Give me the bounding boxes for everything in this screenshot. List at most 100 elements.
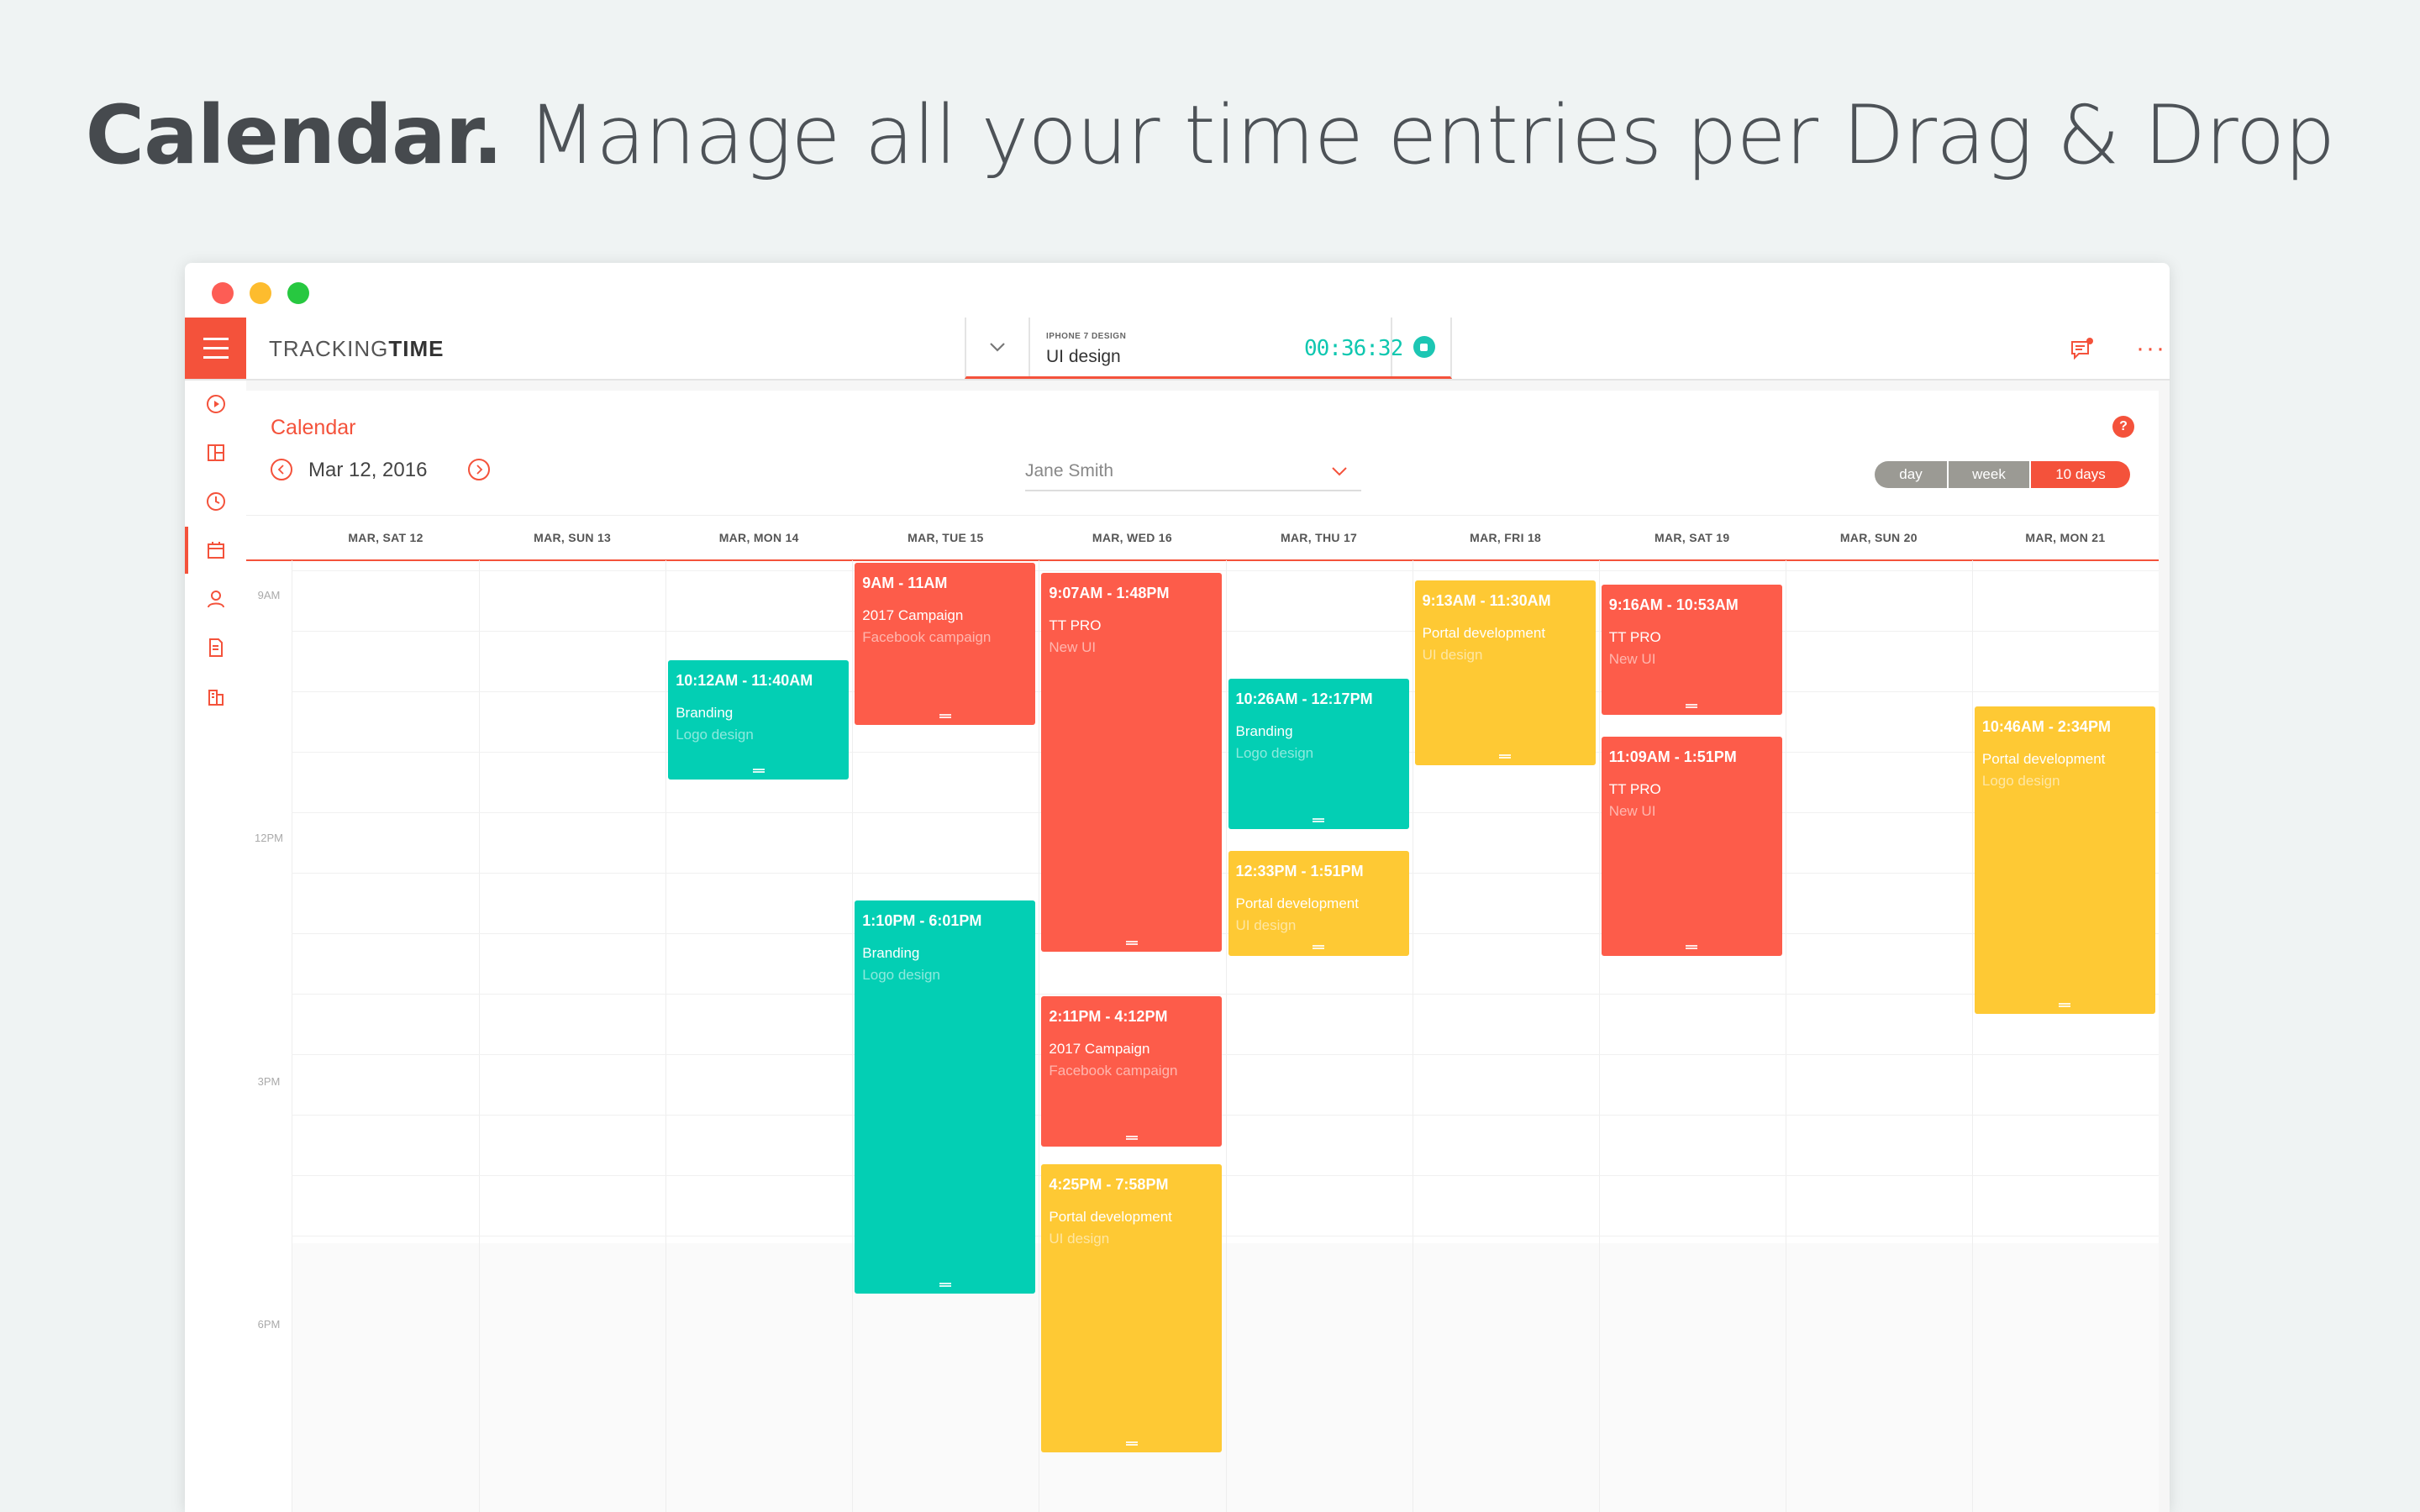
entry-time: 10:26AM - 12:17PM [1235, 690, 1373, 707]
resize-handle-icon[interactable] [939, 714, 951, 718]
window-minimize-button[interactable] [250, 282, 271, 304]
entry-time: 12:33PM - 1:51PM [1235, 862, 1364, 879]
resize-handle-icon[interactable] [1125, 1441, 1138, 1446]
entry-time: 2:11PM - 4:12PM [1049, 1008, 1168, 1026]
column-divider [479, 560, 481, 1512]
entry-task: New UI [1049, 638, 1097, 655]
notification-icon[interactable] [2069, 336, 2094, 361]
resize-handle-icon[interactable] [1125, 941, 1138, 946]
resize-handle-icon[interactable] [1125, 1135, 1138, 1140]
entry-project: Portal development [1422, 625, 1546, 642]
view-week-button[interactable]: week [1949, 461, 2031, 488]
time-entry[interactable]: 10:46AM - 2:34PM Portal development Logo d… [1974, 706, 2155, 1015]
user-icon [207, 591, 224, 608]
time-entry[interactable]: 9:07AM - 1:48PM TT PRO New UI [1041, 572, 1223, 953]
next-date-button[interactable] [468, 459, 490, 480]
timer-task[interactable]: UI design [1046, 347, 1121, 366]
time-label: 3PM [257, 1074, 281, 1088]
report-icon [208, 638, 223, 657]
entry-project: TT PRO [1608, 629, 1661, 646]
entry-time: 4:25PM - 7:58PM [1049, 1176, 1169, 1194]
entry-project: TT PRO [1608, 781, 1661, 798]
window-zoom-button[interactable] [287, 282, 309, 304]
timer-project: IPHONE 7 DESIGN [1046, 332, 1127, 341]
time-entry[interactable]: 10:26AM - 12:17PM Branding Logo design [1228, 678, 1409, 829]
resize-handle-icon[interactable] [939, 1283, 951, 1288]
window-close-button[interactable] [212, 282, 234, 304]
day-header: MAR, MON 21 [2025, 531, 2106, 544]
sidebar [185, 381, 247, 1512]
entry-project: Branding [676, 704, 734, 721]
more-icon[interactable]: ··· [2136, 334, 2166, 362]
row-divider [292, 752, 2159, 753]
row-divider [292, 933, 2159, 934]
time-entry[interactable]: 9:13AM - 11:30AM Portal development UI des… [1414, 580, 1596, 766]
entry-time: 9:16AM - 10:53AM [1608, 596, 1739, 614]
entry-project: Branding [1235, 722, 1293, 739]
entry-task: UI design [1422, 647, 1483, 664]
timer-widget: IPHONE 7 DESIGN UI design 00:36:32 [965, 318, 1452, 379]
entry-time: 10:12AM - 11:40AM [676, 671, 813, 689]
chevron-right-icon [476, 465, 483, 475]
page-title: Calendar [271, 416, 356, 439]
prev-date-button[interactable] [271, 459, 292, 480]
time-entry[interactable]: 4:25PM - 7:58PM Portal development UI desi… [1041, 1164, 1223, 1452]
time-entry[interactable]: 9:16AM - 10:53AM TT PRO New UI [1601, 585, 1782, 716]
play-icon [206, 395, 225, 413]
headline-rest: Manage all your time entries per Drag & … [502, 88, 2335, 182]
entry-time: 9AM - 11AM [862, 575, 948, 591]
time-entry[interactable]: 12:33PM - 1:51PM Portal development UI des… [1228, 850, 1409, 956]
calendar-icon [207, 542, 224, 559]
resize-handle-icon[interactable] [2059, 1003, 2071, 1008]
column-divider [1598, 560, 1600, 1512]
resize-handle-icon[interactable] [1686, 704, 1698, 709]
sidebar-item-timer[interactable] [185, 381, 246, 428]
help-button[interactable]: ? [2112, 416, 2134, 438]
time-entry[interactable]: 9AM - 11AM 2017 Campaign Facebook campaign [855, 563, 1036, 725]
view-day-button[interactable]: day [1875, 461, 1949, 488]
day-header: MAR, TUE 15 [908, 531, 984, 544]
app-brand: TRACKINGTIME [269, 336, 444, 362]
time-entry[interactable]: 1:10PM - 6:01PM Branding Logo design [855, 900, 1036, 1294]
entry-project: Portal development [1235, 895, 1359, 911]
row-divider [292, 691, 2159, 692]
hamburger-icon[interactable] [185, 318, 246, 379]
sidebar-item-timesheet[interactable] [185, 478, 246, 525]
time-column: 9AM 12PM 3PM 6PM [246, 560, 292, 1512]
resize-handle-icon[interactable] [752, 768, 765, 773]
time-entry[interactable]: 11:09AM - 1:51PM TT PRO New UI [1601, 737, 1782, 957]
calendar-panel: Calendar ? Mar 12, 2016 Jane Smith day w… [246, 391, 2159, 1512]
entry-project: Portal development [1981, 750, 2106, 767]
sidebar-item-people[interactable] [185, 575, 246, 622]
entry-project: 2017 Campaign [1049, 1041, 1150, 1058]
user-select[interactable]: Jane Smith [1025, 456, 1361, 491]
resize-handle-icon[interactable] [1686, 945, 1698, 950]
day-header: MAR, SAT 19 [1655, 531, 1730, 544]
timer-stop-button[interactable] [1391, 318, 1455, 376]
view-10-days-button[interactable]: 10 days [2031, 461, 2130, 488]
view-toggle: day week 10 days [1875, 461, 2130, 488]
calendar-grid: MAR, SAT 12 MAR, SUN 13 MAR, MON 14 MAR, TU… [246, 515, 2159, 1512]
sidebar-item-dashboard[interactable] [185, 429, 246, 476]
column-divider [852, 560, 854, 1512]
resize-handle-icon[interactable] [1313, 817, 1325, 822]
sidebar-item-clients[interactable] [185, 673, 246, 720]
timer-dropdown-button[interactable] [966, 318, 1030, 376]
resize-handle-icon[interactable] [1313, 945, 1325, 949]
chevron-down-icon [990, 343, 1005, 352]
entry-project: Branding [862, 945, 920, 962]
resize-handle-icon[interactable] [1499, 754, 1512, 759]
sidebar-item-calendar[interactable] [185, 527, 246, 574]
sidebar-item-reports[interactable] [185, 624, 246, 671]
row-divider [292, 631, 2159, 632]
app-toolbar: TRACKINGTIME IPHONE 7 DESIGN UI design 0… [185, 318, 2170, 381]
entry-task: Facebook campaign [1049, 1063, 1178, 1079]
entry-project: Portal development [1049, 1209, 1172, 1226]
day-header-row: MAR, SAT 12 MAR, SUN 13 MAR, MON 14 MAR, TU… [246, 515, 2159, 561]
time-entry[interactable]: 2:11PM - 4:12PM 2017 Campaign Facebook cam… [1041, 996, 1223, 1147]
current-date[interactable]: Mar 12, 2016 [308, 459, 428, 481]
entry-task: Logo design [1981, 772, 2060, 789]
time-entry[interactable]: 10:12AM - 11:40AM Branding Logo design [668, 659, 850, 780]
day-header: MAR, SUN 13 [534, 531, 612, 544]
column-divider [1225, 560, 1227, 1512]
